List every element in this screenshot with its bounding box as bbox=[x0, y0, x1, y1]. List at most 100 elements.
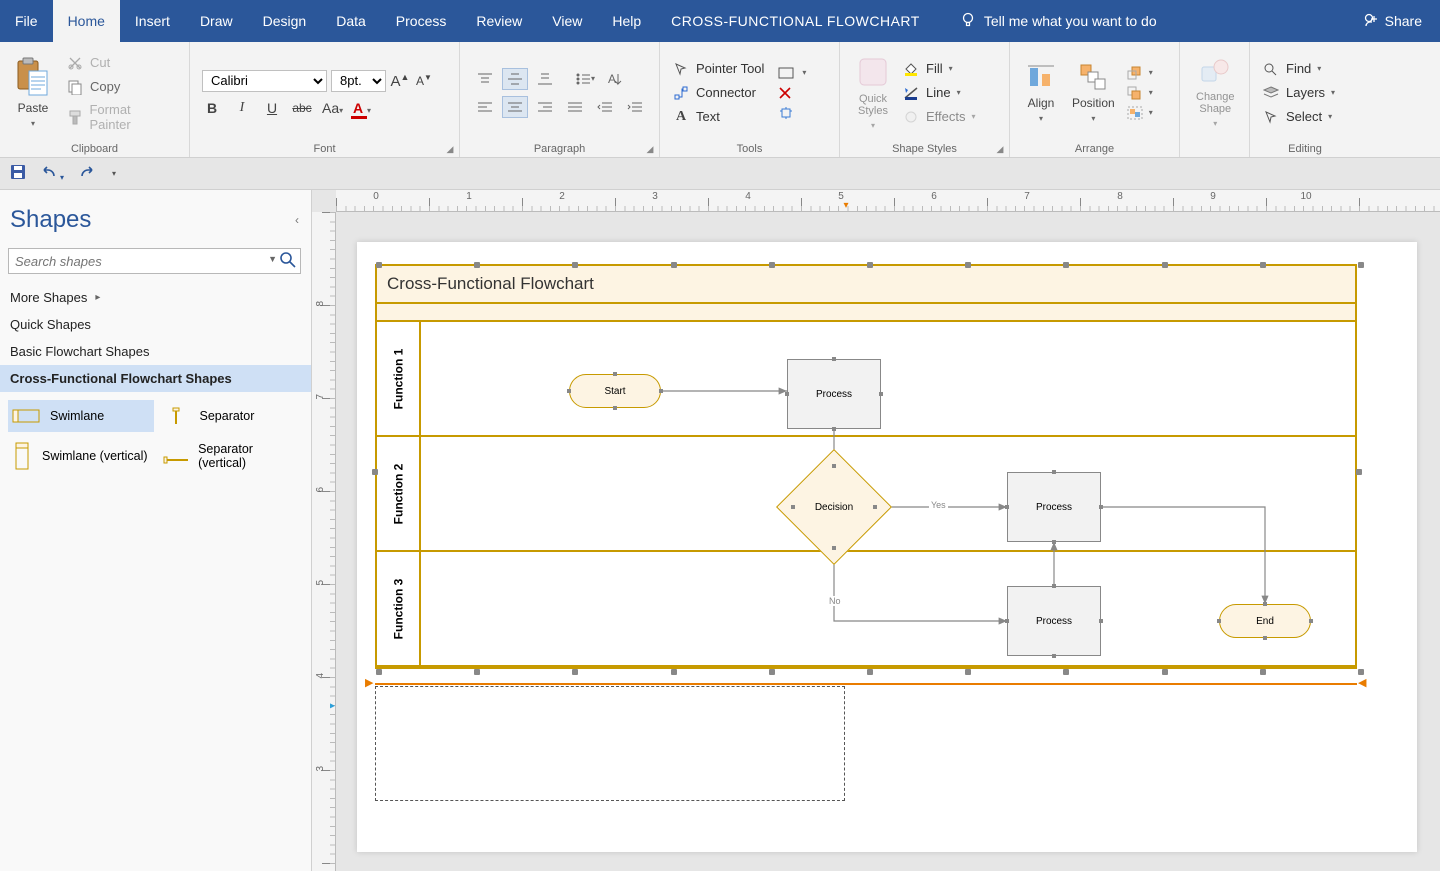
selection-handle[interactable] bbox=[769, 669, 775, 675]
tab-file[interactable]: File bbox=[0, 0, 53, 42]
underline-button[interactable]: U bbox=[262, 100, 282, 116]
font-color-button[interactable]: A ▾ bbox=[352, 100, 372, 116]
connection-point[interactable] bbox=[832, 546, 836, 550]
connection-point[interactable] bbox=[1099, 505, 1103, 509]
font-name-select[interactable]: Calibri bbox=[202, 70, 327, 92]
selection-handle[interactable] bbox=[1063, 669, 1069, 675]
connection-point[interactable] bbox=[1005, 619, 1009, 623]
connection-point[interactable] bbox=[785, 392, 789, 396]
connection-point[interactable] bbox=[1263, 636, 1267, 640]
lane-1-label[interactable]: Function 1 bbox=[377, 322, 421, 435]
bullets-button[interactable]: ▾ bbox=[572, 68, 598, 90]
swimlane-pool[interactable]: Cross-Functional Flowchart Function 1 Fu… bbox=[375, 264, 1357, 669]
stencil-swimlane-vertical[interactable]: Swimlane (vertical) bbox=[8, 436, 154, 476]
text-direction-button[interactable]: A bbox=[602, 68, 628, 90]
shape-start[interactable]: Start bbox=[569, 374, 661, 408]
paste-button[interactable]: Paste ▾ bbox=[8, 53, 58, 132]
drawing-page[interactable]: Cross-Functional Flowchart Function 1 Fu… bbox=[357, 242, 1417, 852]
find-button[interactable]: Find▾ bbox=[1258, 60, 1339, 78]
font-size-select[interactable]: 8pt. bbox=[331, 70, 386, 92]
qat-customize-button[interactable]: ▾ bbox=[112, 169, 116, 178]
stencil-swimlane[interactable]: Swimlane bbox=[8, 400, 154, 432]
shapes-search-input[interactable] bbox=[8, 248, 301, 274]
connection-point[interactable] bbox=[1052, 584, 1056, 588]
effects-button[interactable]: Effects▾ bbox=[898, 108, 980, 126]
cat-cross-functional[interactable]: Cross-Functional Flowchart Shapes bbox=[0, 365, 311, 392]
select-button[interactable]: Select▾ bbox=[1258, 108, 1339, 126]
selection-handle[interactable] bbox=[769, 262, 775, 268]
strikethrough-button[interactable]: abc bbox=[292, 101, 312, 115]
connector-label[interactable]: Yes bbox=[929, 500, 948, 510]
font-group-launcher[interactable]: ◢ bbox=[443, 141, 457, 155]
undo-button[interactable]: ▾ bbox=[40, 164, 64, 183]
selection-handle[interactable] bbox=[867, 262, 873, 268]
tab-insert[interactable]: Insert bbox=[120, 0, 185, 42]
search-icon[interactable] bbox=[279, 251, 297, 272]
align-bottom-button[interactable] bbox=[532, 68, 558, 90]
cat-quick-shapes[interactable]: Quick Shapes bbox=[0, 311, 311, 338]
connection-point[interactable] bbox=[873, 505, 877, 509]
selection-handle[interactable] bbox=[572, 262, 578, 268]
connection-point[interactable] bbox=[832, 357, 836, 361]
chevron-down-icon[interactable]: ▼ bbox=[268, 254, 277, 264]
selection-handle[interactable] bbox=[372, 469, 378, 475]
selection-handle[interactable] bbox=[1358, 262, 1364, 268]
align-center-button[interactable] bbox=[502, 96, 528, 118]
format-painter-button[interactable]: Format Painter bbox=[62, 102, 177, 132]
stencil-separator[interactable]: Separator bbox=[158, 400, 304, 432]
selection-handle[interactable] bbox=[1162, 262, 1168, 268]
selection-handle[interactable] bbox=[572, 669, 578, 675]
change-case-button[interactable]: Aa▾ bbox=[322, 100, 342, 116]
italic-button[interactable]: I bbox=[232, 100, 252, 116]
selection-handle[interactable] bbox=[1358, 669, 1364, 675]
layers-button[interactable]: Layers▾ bbox=[1258, 84, 1339, 102]
connection-point[interactable] bbox=[1099, 619, 1103, 623]
cut-button[interactable]: Cut bbox=[62, 54, 177, 72]
selection-handle[interactable] bbox=[671, 669, 677, 675]
selection-handle[interactable] bbox=[376, 262, 382, 268]
align-top-button[interactable] bbox=[472, 68, 498, 90]
selection-handle[interactable] bbox=[965, 262, 971, 268]
tab-help[interactable]: Help bbox=[597, 0, 656, 42]
quick-styles-button[interactable]: QuickStyles ▾ bbox=[848, 51, 898, 134]
connection-point[interactable] bbox=[1217, 619, 1221, 623]
pointer-tool-button[interactable]: Pointer Tool bbox=[668, 60, 768, 78]
align-button[interactable]: Align ▾ bbox=[1018, 58, 1064, 127]
tab-review[interactable]: Review bbox=[461, 0, 537, 42]
connection-point[interactable] bbox=[1005, 505, 1009, 509]
vertical-ruler[interactable]: ▸ 876543 bbox=[312, 212, 336, 871]
bring-front-button[interactable]: ▾ bbox=[1123, 66, 1157, 80]
connection-point[interactable] bbox=[1309, 619, 1313, 623]
shape-p2[interactable]: Process bbox=[1007, 472, 1101, 542]
selection-handle[interactable] bbox=[965, 669, 971, 675]
connection-point[interactable] bbox=[1052, 470, 1056, 474]
horizontal-ruler[interactable]: ▾ 012345678910 bbox=[336, 190, 1440, 212]
connection-point[interactable] bbox=[567, 389, 571, 393]
align-middle-button[interactable] bbox=[502, 68, 528, 90]
selection-handle[interactable] bbox=[1260, 262, 1266, 268]
tell-me-search[interactable]: Tell me what you want to do bbox=[945, 0, 1172, 42]
connection-point[interactable] bbox=[791, 505, 795, 509]
connection-point-tool-button[interactable] bbox=[774, 86, 810, 100]
shape-end[interactable]: End bbox=[1219, 604, 1311, 638]
connection-point[interactable] bbox=[1052, 654, 1056, 658]
selection-handle[interactable] bbox=[1356, 469, 1362, 475]
crop-tool-button[interactable] bbox=[774, 106, 810, 120]
cat-basic-flowchart[interactable]: Basic Flowchart Shapes bbox=[0, 338, 311, 365]
selection-handle[interactable] bbox=[1162, 669, 1168, 675]
connection-point[interactable] bbox=[613, 406, 617, 410]
tab-process[interactable]: Process bbox=[381, 0, 462, 42]
bold-button[interactable]: B bbox=[202, 100, 222, 116]
connector-p2-end[interactable] bbox=[1101, 507, 1265, 604]
send-back-button[interactable]: ▾ bbox=[1123, 86, 1157, 100]
increase-font-button[interactable]: A▲ bbox=[390, 72, 410, 90]
shape-p3[interactable]: Process bbox=[1007, 586, 1101, 656]
shape-p1[interactable]: Process bbox=[787, 359, 881, 429]
align-left-button[interactable] bbox=[472, 96, 498, 118]
pool-phase-header[interactable] bbox=[377, 304, 1355, 322]
selection-handle[interactable] bbox=[376, 669, 382, 675]
tab-design[interactable]: Design bbox=[248, 0, 322, 42]
copy-button[interactable]: Copy bbox=[62, 78, 177, 96]
connection-point[interactable] bbox=[832, 427, 836, 431]
fill-button[interactable]: Fill▾ bbox=[898, 60, 980, 78]
